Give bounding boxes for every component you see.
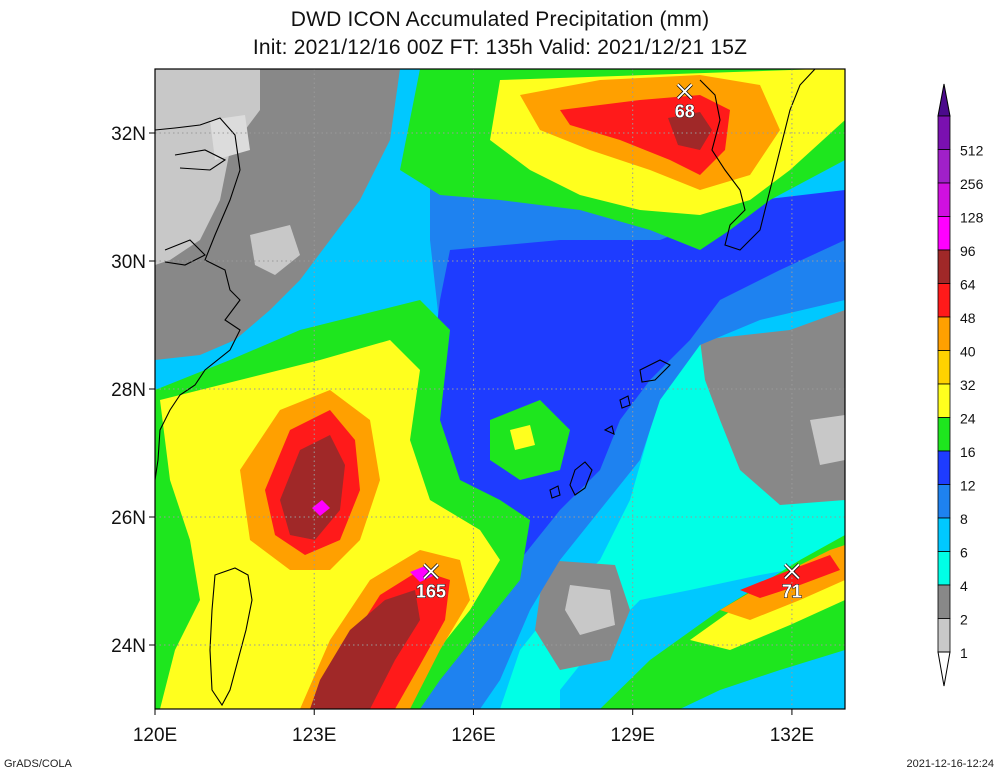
colorbar-label-128: 128 [960,210,984,226]
ryukyu-small-islands [549,395,631,499]
lat-tick-label-4: 32N [111,124,146,145]
marker-cross [677,83,693,100]
lon-tick-label-1: 123E [292,725,336,746]
colorbar-bottom-arrow [937,651,951,687]
precip-area-2mm-east [700,310,845,505]
maxima-markers: 68 165 71 [416,83,802,602]
colorbar-swatch-128 [937,182,951,217]
colorbar-swatch-64 [937,249,951,284]
colorbar-swatch-6 [937,517,951,552]
precip-area-1mm-south [565,585,615,635]
colorbar-label-96: 96 [960,243,976,259]
maximum-marker-1: 165 [416,563,446,602]
precip-area-1mm-patch [250,225,300,275]
marker-cross [784,563,800,580]
colorbar-label-16: 16 [960,444,976,460]
china-coastline [155,117,241,481]
colorbar-swatch-256 [937,149,951,184]
lat-tick-label-0: 24N [111,636,146,657]
colorbar-label-8: 8 [960,511,968,527]
kyushu-coast [699,69,816,251]
precipitation-field [155,69,845,709]
taiwan-island [209,567,253,707]
lon-tick-label-3: 129E [611,725,655,746]
colorbar-swatch-512 [937,115,951,150]
precip-area-24mm-center [510,425,535,450]
maximum-marker-0: 68 [674,83,695,122]
colorbar-label-48: 48 [960,310,976,326]
hangzhou-bay [164,239,206,266]
lon-tick-label-0: 120E [133,725,177,746]
coastlines [155,69,816,707]
colorbar-swatch-16 [937,417,951,452]
colorbar-swatch-8 [937,484,951,519]
precip-area-96mm-sw [312,500,330,516]
lon-tick-label-2: 126E [451,725,495,746]
colorbar-swatch-48 [937,283,951,318]
lat-tick-label-3: 30N [111,252,146,273]
colorbar-label-32: 32 [960,377,976,393]
colorbar-swatch-1 [937,618,951,653]
render-timestamp: 2021-12-16-12:24 [906,758,994,770]
colorbar-swatch-32 [937,350,951,385]
colorbar-label-2: 2 [960,612,968,628]
precip-area-64mm-north [668,112,712,150]
colorbar-label-256: 256 [960,176,984,192]
software-credit: GrADS/COLA [4,758,72,770]
colorbar-label-512: 512 [960,143,984,159]
colorbar-label-12: 12 [960,478,976,494]
precip-area-1mm-east [810,415,845,465]
colorbar-label-24: 24 [960,411,976,427]
colorbar-swatch-12 [937,450,951,485]
lat-tick-label-1: 26N [111,508,146,529]
map-subtitle: Init: 2021/12/16 00Z FT: 135h Valid: 202… [252,36,748,59]
colorbar-label-1: 1 [960,645,968,661]
axis-ticks: 120E 123E 126E 129E 132E 24N 26N 28N 30N 32N [111,124,814,746]
colorbar-label-40: 40 [960,344,976,360]
yangtze-estuary [174,149,227,171]
maximum-value-label: 71 [782,581,802,601]
precip-area-1mm-patch2 [210,115,250,160]
lon-tick-label-4: 132E [770,725,814,746]
precip-area-64mm-sw [280,435,345,540]
colorbar-swatch-40 [937,316,951,351]
maximum-value-label: 68 [675,101,695,121]
maximum-marker-2: 71 [781,563,802,602]
maximum-value-label: 165 [416,581,446,601]
marker-cross [423,563,439,580]
colorbar-label-6: 6 [960,545,968,561]
colorbar-swatch-4 [937,551,951,586]
colorbar-label-4: 4 [960,578,968,594]
map-title: DWD ICON Accumulated Precipitation (mm) [290,8,710,31]
precip-area-64mm-south [310,590,420,709]
colorbar-swatch-96 [937,216,951,251]
precip-area-48mm-se [740,555,840,598]
amami-island [639,359,671,383]
colorbar-swatch-24 [937,383,951,418]
colorbar-swatch-2 [937,584,951,619]
lat-tick-label-2: 28N [111,380,146,401]
colorbar-label-64: 64 [960,277,976,293]
colorbar-top-arrow [937,83,951,117]
okinawa-island [569,461,593,496]
